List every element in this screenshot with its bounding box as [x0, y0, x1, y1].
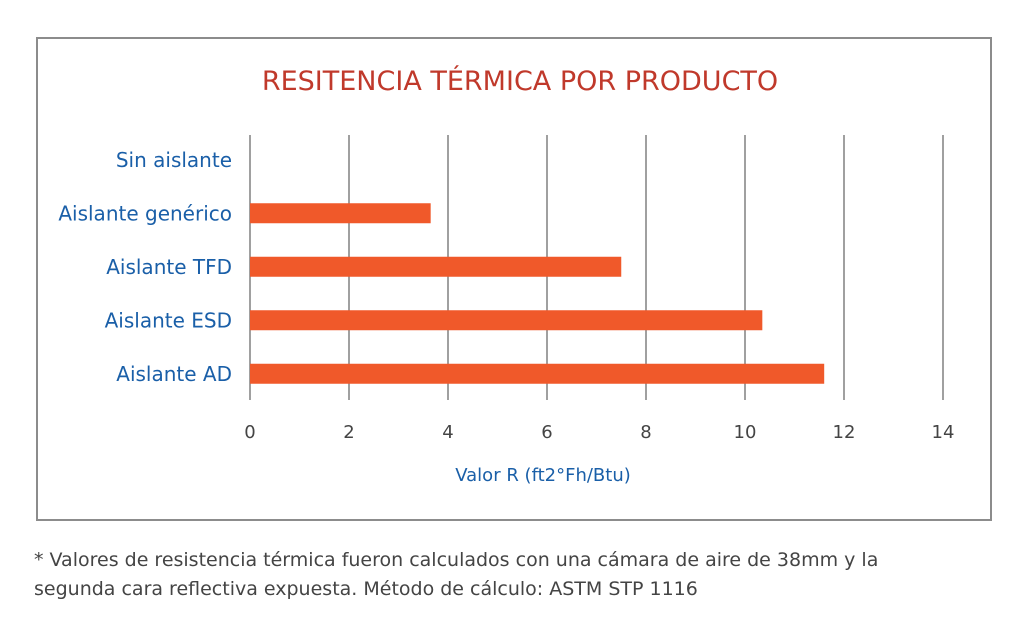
category-label: Aislante TFD [106, 255, 232, 279]
bar [250, 203, 431, 224]
x-axis-title: Valor R (ft2°Fh/Btu) [455, 465, 631, 486]
chart-title: RESITENCIA TÉRMICA POR PRODUCTO [262, 65, 778, 97]
category-labels: Sin aislante Aislante genérico Aislante TF… [58, 148, 232, 386]
x-tick-label: 2 [343, 422, 354, 443]
x-tick-label: 12 [833, 422, 856, 443]
category-label: Sin aislante [116, 148, 232, 172]
bars [250, 203, 825, 384]
x-tick-label: 4 [442, 422, 453, 443]
category-label: Aislante ESD [105, 308, 232, 332]
footnote: * Valores de resistencia térmica fueron … [34, 546, 994, 604]
footnote-line-2: segunda cara reflectiva expuesta. Método… [34, 578, 698, 600]
category-label: Aislante AD [116, 362, 232, 386]
footnote-line-1: * Valores de resistencia térmica fueron … [34, 549, 879, 571]
bar [250, 310, 763, 331]
category-label: Aislante genérico [58, 201, 232, 225]
grid-lines [249, 135, 944, 400]
chart-frame [36, 37, 992, 521]
x-tick-label: 6 [541, 422, 552, 443]
bar [250, 363, 825, 384]
bar [250, 256, 622, 277]
x-tick-label: 8 [640, 422, 651, 443]
x-tick-label: 0 [244, 422, 255, 443]
x-tick-labels: 0 2 4 6 8 10 12 14 [244, 422, 954, 443]
x-tick-label: 14 [932, 422, 955, 443]
x-tick-label: 10 [734, 422, 757, 443]
